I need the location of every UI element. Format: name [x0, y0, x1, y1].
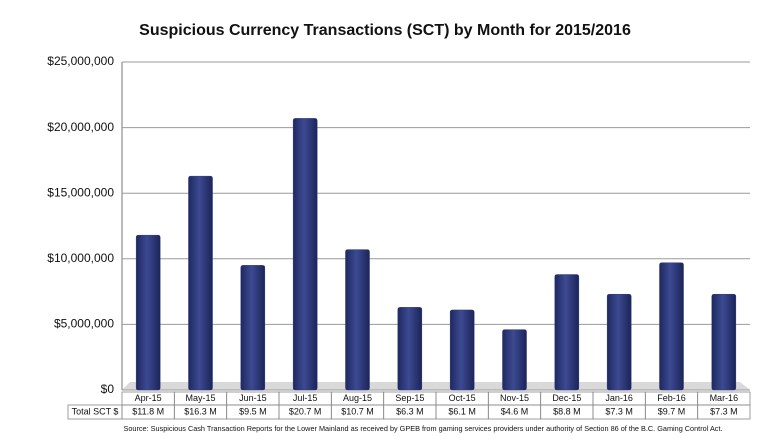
value-label: $11.8 M	[132, 406, 164, 416]
value-label: $20.7 M	[289, 406, 322, 416]
x-tick-label: Apr-15	[135, 393, 162, 403]
bar	[240, 265, 266, 391]
chart-title: Suspicious Currency Transactions (SCT) b…	[139, 22, 631, 39]
x-tick-label: May-15	[185, 393, 215, 403]
table-row-label: Total SCT $	[72, 406, 119, 416]
value-label: $7.3 M	[710, 406, 738, 416]
x-tick-label: Aug-15	[343, 393, 372, 403]
y-tick-label: $0	[101, 382, 115, 396]
bar	[135, 234, 161, 391]
value-label: $6.3 M	[396, 406, 424, 416]
x-tick-label: Jun-15	[239, 393, 267, 403]
bar	[502, 329, 527, 391]
y-tick-label: $20,000,000	[47, 120, 114, 134]
table-cell	[697, 404, 751, 420]
bar	[345, 249, 370, 391]
y-tick-label: $25,000,000	[47, 54, 114, 68]
value-label: $7.3 M	[605, 406, 633, 416]
bar	[188, 175, 213, 391]
y-tick-label: $15,000,000	[47, 185, 114, 199]
plot-floor	[122, 382, 750, 390]
value-label: $4.6 M	[501, 406, 529, 416]
x-tick-label: Oct-15	[449, 393, 476, 403]
bar	[711, 293, 737, 391]
bar	[397, 307, 423, 391]
value-label: $8.8 M	[553, 406, 581, 416]
y-tick-label: $10,000,000	[47, 251, 114, 265]
x-tick-label: Sep-15	[395, 393, 424, 403]
x-tick-label: Jan-16	[605, 393, 633, 403]
bar	[659, 262, 684, 391]
x-tick-label: Dec-15	[552, 393, 581, 403]
y-tick-label: $5,000,000	[54, 317, 114, 331]
value-label: $10.7 M	[341, 406, 374, 416]
value-label: $9.7 M	[658, 406, 686, 416]
bar	[449, 309, 475, 391]
x-tick-label: Nov-15	[500, 393, 529, 403]
x-tick-label: Feb-16	[657, 393, 686, 403]
source-note: Source: Suspicious Cash Transaction Repo…	[123, 424, 722, 433]
bar	[554, 274, 580, 391]
value-label: $6.1 M	[448, 406, 476, 416]
x-tick-label: Jul-15	[293, 393, 318, 403]
value-label: $16.3 M	[184, 406, 217, 416]
value-label: $9.5 M	[239, 406, 267, 416]
bar	[292, 118, 318, 391]
bar	[606, 293, 632, 391]
x-tick-label: Mar-16	[710, 393, 739, 403]
